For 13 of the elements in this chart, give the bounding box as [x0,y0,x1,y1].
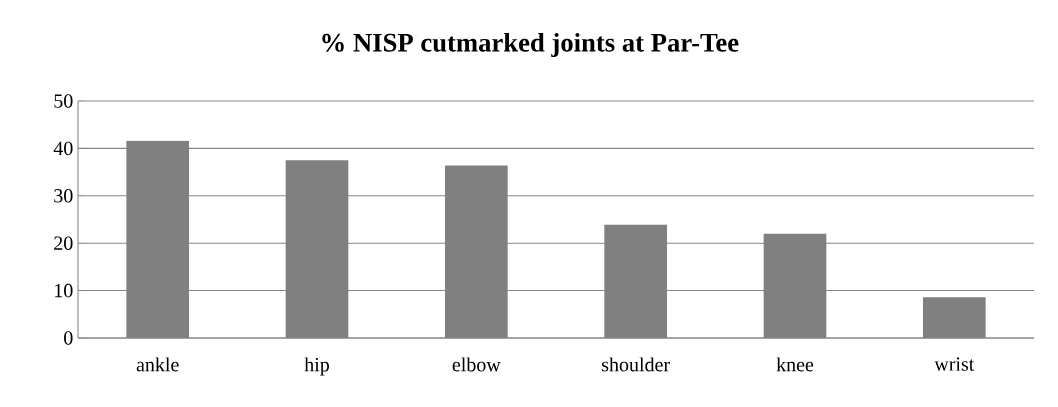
x-tick-label: shoulder [602,357,670,372]
x-tick-label: wrist [934,357,975,371]
y-tick-label: 0 [64,331,73,345]
y-tick-label: 20 [54,236,73,250]
y-tick-label: 10 [55,283,73,298]
x-tick-label: hip [304,357,330,376]
x-tick-label: knee [776,357,814,372]
y-tick-label: 50 [54,94,73,108]
y-tick-label: 30 [54,189,73,203]
y-tick-label: 40 [53,141,73,156]
chart-title: % NISP cutmarked joints at Par-Tee [322,32,739,58]
x-tick-label: elbow [452,357,501,372]
x-tick-label: ankle [136,357,179,372]
